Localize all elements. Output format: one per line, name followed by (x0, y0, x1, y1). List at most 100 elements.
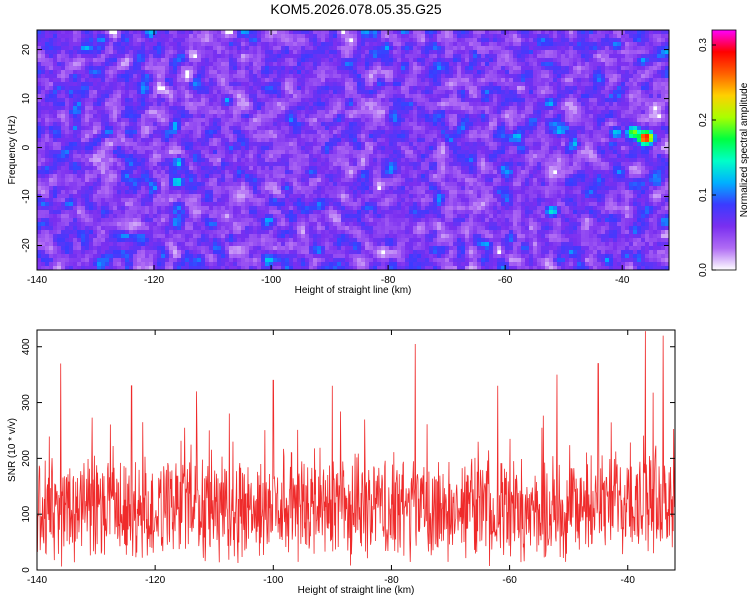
heatmap-cell (173, 146, 178, 151)
heatmap-cell (293, 150, 298, 155)
heatmap-cell (397, 122, 402, 127)
heatmap-cell (305, 106, 310, 111)
heatmap-cell (625, 106, 630, 111)
heatmap-cell (181, 138, 186, 143)
heatmap-cell (469, 130, 474, 135)
heatmap-cell (57, 94, 62, 99)
heatmap-cell (393, 74, 398, 79)
heatmap-cell (313, 82, 318, 87)
heatmap-cell (81, 106, 86, 111)
heatmap-cell (325, 106, 330, 111)
heatmap-cell (301, 54, 306, 59)
heatmap-cell (573, 42, 578, 47)
heatmap-cell (473, 82, 478, 87)
heatmap-cell (285, 58, 290, 63)
heatmap-cell (157, 150, 162, 155)
heatmap-cell (357, 54, 362, 59)
heatmap-cell (657, 146, 662, 151)
heatmap-cell (101, 138, 106, 143)
heatmap-cell (153, 118, 158, 123)
heatmap-cell (453, 90, 458, 95)
heatmap-cell (577, 106, 582, 111)
heatmap-cell (233, 142, 238, 147)
heatmap-cell (57, 126, 62, 131)
heatmap-cell (153, 34, 158, 39)
heatmap-cell (53, 34, 58, 39)
heatmap-cell (249, 94, 254, 99)
heatmap-cell (205, 130, 210, 135)
heatmap-cell (661, 30, 666, 35)
heatmap-cell (429, 42, 434, 47)
heatmap-cell (205, 54, 210, 59)
heatmap-cell (469, 42, 474, 47)
heatmap-cell (225, 94, 230, 99)
heatmap-cell (421, 30, 426, 35)
heatmap-cell (233, 58, 238, 63)
heatmap-cell (217, 50, 222, 55)
heatmap-cell (313, 54, 318, 59)
heatmap-cell (505, 146, 510, 151)
heatmap-cell (509, 86, 514, 91)
heatmap-cell (229, 118, 234, 123)
heatmap-cell (585, 50, 590, 55)
heatmap-cell (257, 134, 262, 139)
heatmap-cell (645, 74, 650, 79)
heatmap-cell (305, 74, 310, 79)
heatmap-cell (65, 34, 70, 39)
heatmap-cell (517, 98, 522, 103)
heatmap-cell (501, 114, 506, 119)
heatmap-cell (437, 138, 442, 143)
heatmap-cell (525, 74, 530, 79)
heatmap-cell (249, 74, 254, 79)
heatmap-cell (485, 114, 490, 119)
heatmap-cell (253, 90, 258, 95)
heatmap-cell (617, 42, 622, 47)
heatmap-cell (665, 34, 670, 39)
heatmap-cell (597, 74, 602, 79)
heatmap-cell (461, 90, 466, 95)
heatmap-cell (93, 66, 98, 71)
heatmap-cell (365, 142, 370, 147)
heatmap-cell (401, 78, 406, 83)
heatmap-cell (285, 114, 290, 119)
heatmap-cell (457, 78, 462, 83)
heatmap-cell (229, 94, 234, 99)
heatmap-cell (425, 46, 430, 51)
heatmap-cell (609, 122, 614, 127)
heatmap-cell (225, 58, 230, 63)
heatmap-cell (137, 102, 142, 107)
heatmap-cell (541, 34, 546, 39)
heatmap-cell (389, 102, 394, 107)
heatmap-cell (613, 118, 618, 123)
heatmap-cell (45, 90, 50, 95)
heatmap-cell (193, 102, 198, 107)
heatmap-cell (625, 86, 630, 91)
heatmap-cell (501, 82, 506, 87)
heatmap-cell (201, 138, 206, 143)
heatmap-cell (565, 82, 570, 87)
heatmap-cell (149, 94, 154, 99)
heatmap-cell (433, 110, 438, 115)
heatmap-cell (609, 50, 614, 55)
heatmap-cell (273, 126, 278, 131)
heatmap-cell (221, 58, 226, 63)
heatmap-cell (385, 86, 390, 91)
heatmap-cell (81, 78, 86, 83)
heatmap-cell (101, 154, 106, 159)
heatmap-cell (461, 142, 466, 147)
heatmap-cell (361, 106, 366, 111)
heatmap-cell (661, 82, 666, 87)
heatmap-cell (97, 66, 102, 71)
heatmap-cell (309, 74, 314, 79)
heatmap-cell (329, 54, 334, 59)
heatmap-cell (221, 142, 226, 147)
heatmap-cell (93, 86, 98, 91)
heatmap-cell (257, 150, 262, 155)
heatmap-cell (557, 34, 562, 39)
heatmap-cell (653, 130, 658, 135)
heatmap-cell (137, 114, 142, 119)
heatmap-cell (661, 34, 666, 39)
heatmap-cell (69, 122, 74, 127)
heatmap-cell (581, 110, 586, 115)
